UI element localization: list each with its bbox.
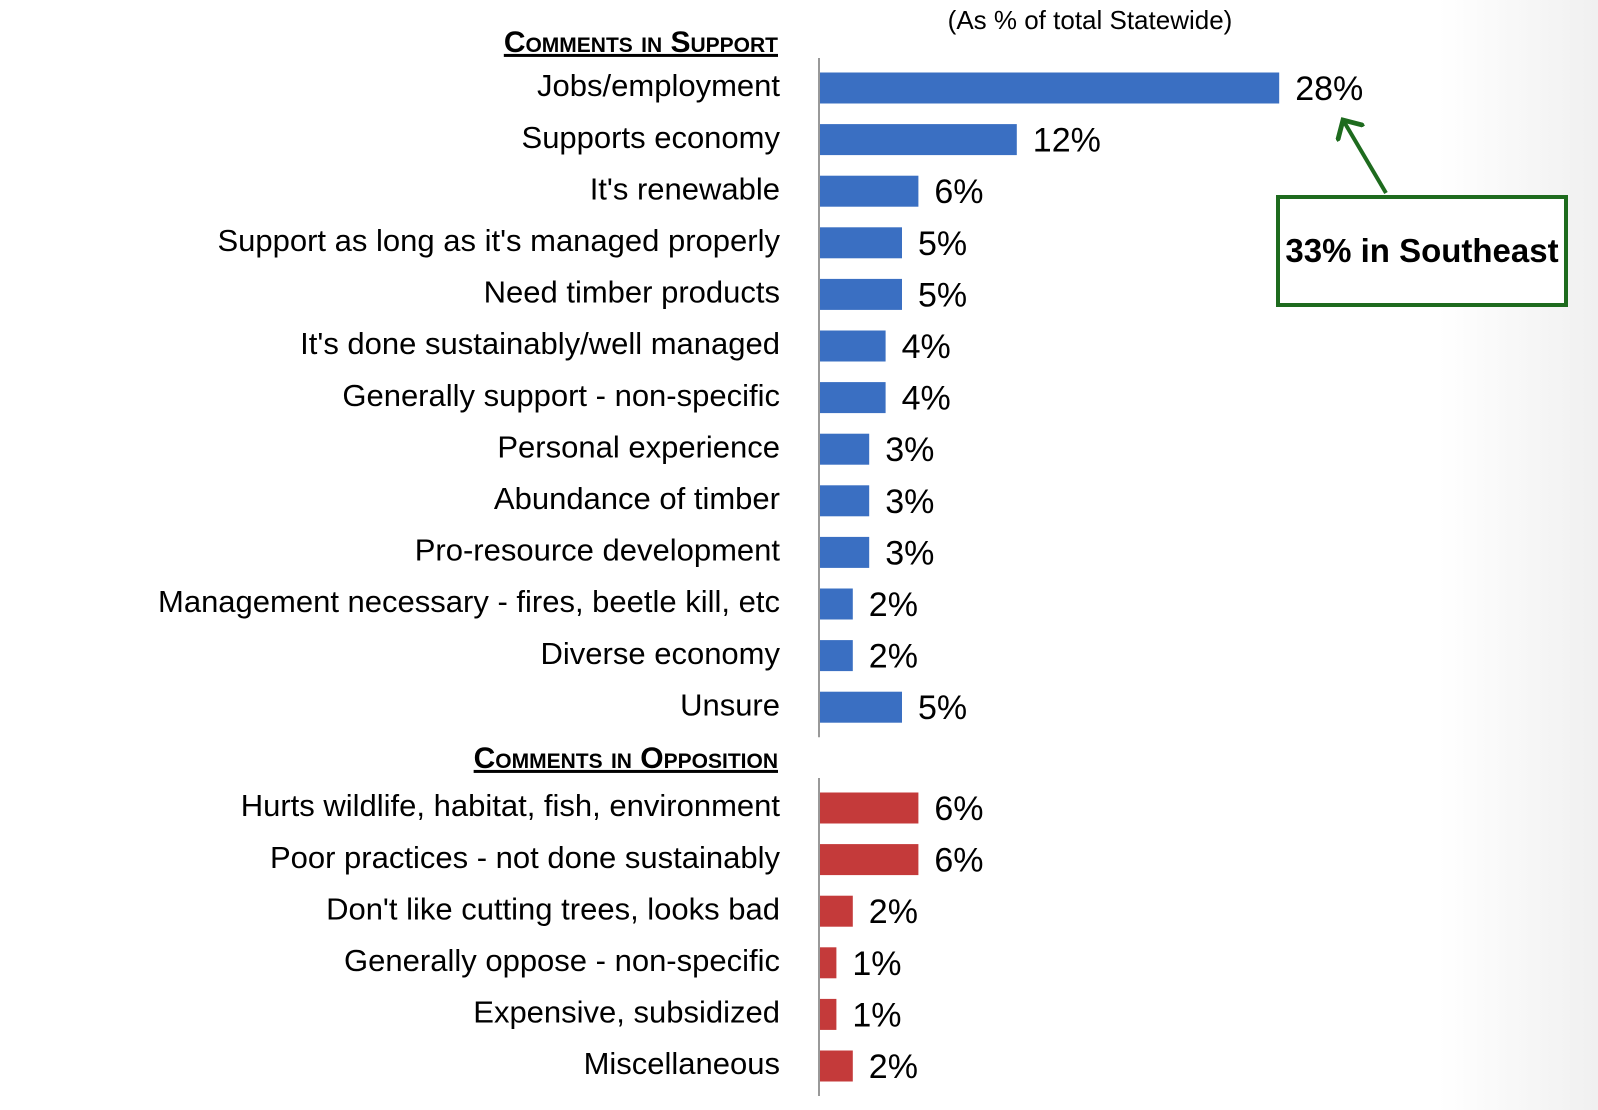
bar [820, 640, 853, 672]
category-label: It's done sustainably/well managed [300, 326, 780, 361]
category-label: Don't like cutting trees, looks bad [326, 891, 780, 926]
category-label: Generally oppose - non-specific [344, 943, 780, 978]
value-label: 5% [918, 225, 967, 263]
bar [820, 433, 870, 465]
bar [820, 998, 837, 1030]
section-header: Comments in Support [504, 26, 778, 59]
category-label: Need timber products [484, 275, 780, 310]
value-label: 2% [869, 586, 918, 624]
bar [820, 536, 870, 568]
category-label: Support as long as it's managed properly [217, 223, 780, 258]
value-label: 6% [934, 790, 983, 828]
value-label: 6% [934, 842, 983, 880]
value-label: 2% [869, 1048, 918, 1086]
value-label: 3% [885, 483, 934, 521]
bar [820, 1050, 853, 1082]
category-label: Jobs/employment [537, 68, 780, 103]
bar [820, 330, 886, 362]
category-label: Pro-resource development [415, 533, 781, 568]
value-label: 4% [902, 328, 951, 366]
subtitle: (As % of total Statewide) [948, 5, 1233, 35]
value-label: 6% [934, 173, 983, 211]
category-label: Hurts wildlife, habitat, fish, environme… [241, 788, 781, 823]
category-label: Unsure [680, 687, 780, 722]
bar [820, 485, 870, 517]
bar [820, 691, 902, 723]
bar [820, 278, 902, 310]
value-label: 3% [885, 534, 934, 572]
value-label: 2% [869, 638, 918, 676]
value-label: 3% [885, 431, 934, 469]
bar [820, 844, 919, 876]
value-label: 4% [902, 380, 951, 418]
category-label: Diverse economy [541, 636, 781, 671]
bar [820, 382, 886, 414]
bar [820, 227, 902, 259]
category-label: Abundance of timber [494, 481, 780, 516]
category-label: Personal experience [497, 429, 780, 464]
value-label: 1% [852, 945, 901, 983]
bar [820, 792, 919, 824]
category-label: It's renewable [590, 171, 780, 206]
annotation: 33% in Southeast [1276, 195, 1568, 307]
bar [820, 124, 1017, 156]
annotation-arrow [1343, 120, 1388, 195]
bar [820, 947, 837, 979]
category-label: Expensive, subsidized [473, 995, 780, 1030]
bar [820, 895, 853, 927]
value-label: 1% [852, 996, 901, 1034]
value-label: 12% [1033, 122, 1101, 160]
category-label: Poor practices - not done sustainably [270, 840, 781, 875]
section-header: Comments in Opposition [474, 742, 778, 775]
bar [820, 588, 853, 620]
value-label: 5% [918, 276, 967, 314]
bar [820, 175, 919, 207]
category-label: Miscellaneous [584, 1046, 780, 1081]
category-label: Management necessary - fires, beetle kil… [158, 584, 780, 619]
category-label: Generally support - non-specific [342, 378, 780, 413]
bar [820, 72, 1280, 104]
category-label: Supports economy [522, 120, 781, 155]
value-label: 5% [918, 689, 967, 727]
value-label: 28% [1295, 70, 1363, 108]
value-label: 2% [869, 893, 918, 931]
